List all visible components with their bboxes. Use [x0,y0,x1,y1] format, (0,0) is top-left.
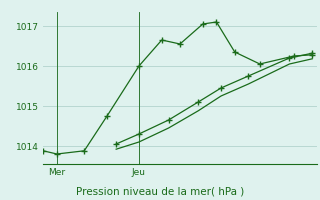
Text: Pression niveau de la mer( hPa ): Pression niveau de la mer( hPa ) [76,186,244,196]
